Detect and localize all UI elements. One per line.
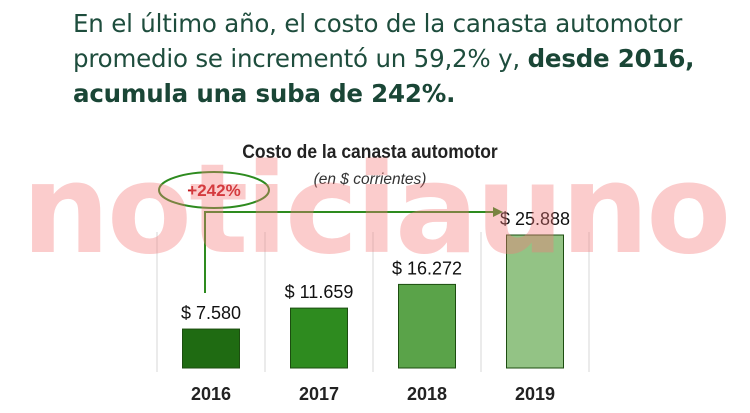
category-label-2017: 2017 [299, 384, 339, 404]
headline-bold-text: desde 2016, acumula una suba de 242%. [73, 44, 695, 108]
bar-2016 [182, 328, 240, 369]
category-label-2016: 2016 [191, 384, 231, 404]
bar-2017 [290, 307, 348, 369]
category-label-2018: 2018 [407, 384, 447, 404]
category-label-2019: 2019 [515, 384, 555, 404]
value-label-2019: $ 25.888 [500, 209, 570, 229]
value-label-2018: $ 16.272 [392, 258, 462, 278]
headline-text: En el último año, el costo de la canasta… [73, 9, 683, 73]
bar-2019 [506, 234, 564, 369]
bar-2018 [398, 283, 456, 369]
value-label-2017: $ 11.659 [285, 282, 354, 302]
chart-title: Costo de la canasta automotor [242, 142, 498, 163]
value-label-2016: $ 7.580 [181, 303, 241, 323]
chart-subtitle: (en $ corrientes) [313, 171, 427, 188]
growth-arrow [204, 207, 503, 294]
growth-annotation-ellipse [158, 171, 270, 209]
headline: En el último año, el costo de la canasta… [73, 6, 743, 111]
growth-annotation-label: +242% [187, 181, 240, 200]
